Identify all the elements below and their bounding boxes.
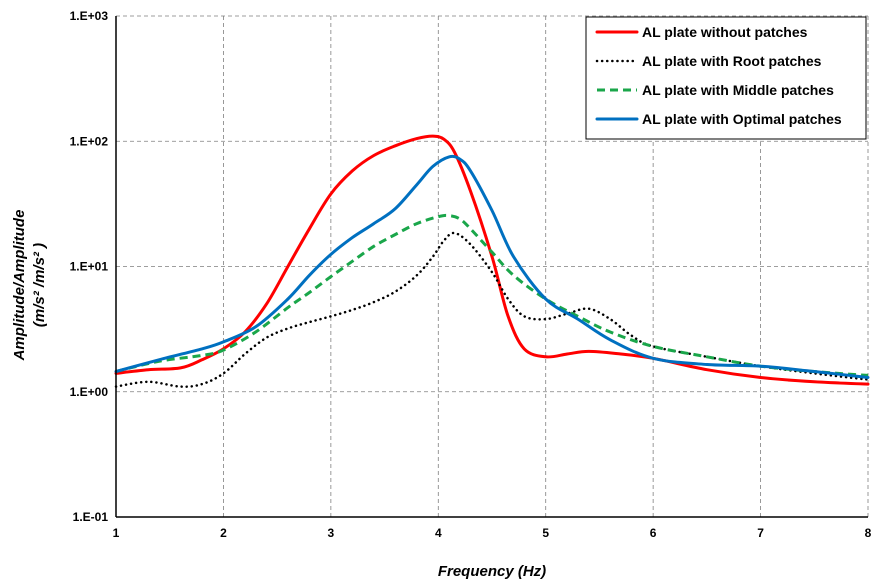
x-tick-label: 1 (113, 526, 120, 540)
legend-entries: AL plate without patches AL plate with Ro… (595, 24, 842, 127)
axes (115, 16, 868, 518)
x-tick-label: 6 (650, 526, 657, 540)
x-tick-label: 3 (328, 526, 335, 540)
y-axis-label-line-1: Amplitude/Amplitude (11, 210, 28, 362)
y-tick-label: 1.E-01 (73, 510, 109, 524)
x-tick-label: 2 (220, 526, 227, 540)
series-line-root-patches (114, 231, 870, 388)
legend-label: AL plate with Root patches (642, 53, 822, 69)
y-tick-label: 1.E+00 (70, 385, 109, 399)
x-tick-label: 4 (435, 526, 442, 540)
x-tick-label: 5 (542, 526, 549, 540)
legend: AL plate without patches AL plate with Ro… (585, 16, 867, 140)
x-tick-label: 7 (757, 526, 764, 540)
legend-label: AL plate with Optimal patches (642, 111, 842, 127)
x-axis-label: Frequency (Hz) (438, 563, 546, 580)
legend-label: AL plate without patches (642, 24, 808, 40)
series-line-middle-patches (115, 213, 869, 377)
y-tick-label: 1.E+03 (70, 9, 109, 23)
grid-lines (116, 15, 869, 517)
legend-entry-optimal-patches: AL plate with Optimal patches (595, 111, 842, 127)
y-tick-label: 1.E+02 (70, 134, 109, 148)
y-tick-label: 1.E+01 (70, 260, 109, 274)
legend-label: AL plate with Middle patches (642, 82, 834, 98)
series-line-optimal-patches (114, 154, 870, 379)
legend-entry-without-patches: AL plate without patches (595, 24, 808, 40)
y-axis-label-line-2: (m/s² /m/s² ) (31, 243, 48, 327)
legend-entry-middle-patches: AL plate with Middle patches (597, 82, 834, 98)
y-axis-label: Amplitude/Amplitude (m/s² /m/s² ) (11, 210, 48, 362)
series-lines (114, 134, 870, 388)
x-tick-label: 8 (865, 526, 871, 540)
legend-entry-root-patches: AL plate with Root patches (595, 53, 822, 69)
tick-labels: 1 2 3 4 5 6 7 8 1.E-01 1.E+00 1.E+01 1.E+02 1.E+03 (70, 9, 871, 540)
